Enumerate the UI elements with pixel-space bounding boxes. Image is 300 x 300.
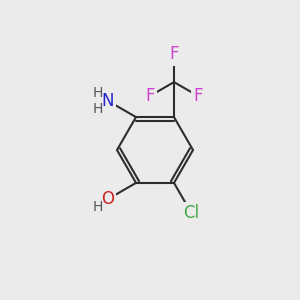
Text: H: H	[92, 200, 103, 214]
Text: H: H	[92, 102, 103, 116]
Text: F: F	[194, 87, 203, 105]
Text: O: O	[101, 190, 114, 208]
Text: Cl: Cl	[183, 204, 200, 222]
Text: H: H	[92, 85, 103, 100]
Text: N: N	[101, 92, 114, 110]
Text: F: F	[145, 87, 154, 105]
Text: F: F	[169, 45, 179, 63]
